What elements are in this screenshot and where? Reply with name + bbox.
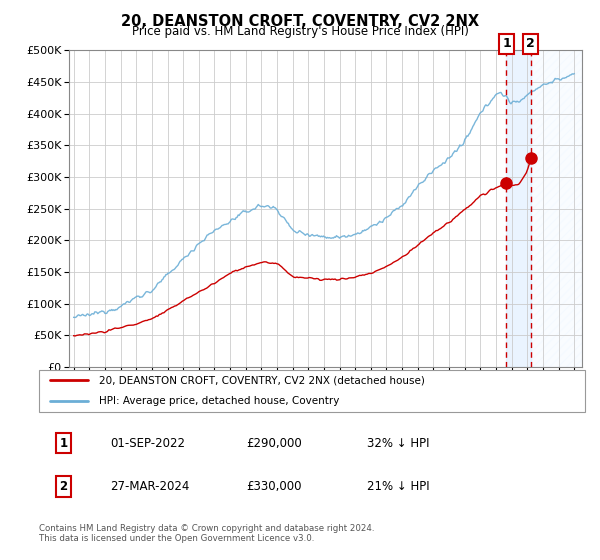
Bar	[531, 50, 582, 367]
Text: 1: 1	[502, 38, 511, 50]
Text: £290,000: £290,000	[247, 437, 302, 450]
Text: 32% ↓ HPI: 32% ↓ HPI	[367, 437, 429, 450]
Text: Price paid vs. HM Land Registry's House Price Index (HPI): Price paid vs. HM Land Registry's House …	[131, 25, 469, 38]
FancyBboxPatch shape	[39, 370, 585, 412]
Text: Contains HM Land Registry data © Crown copyright and database right 2024.
This d: Contains HM Land Registry data © Crown c…	[39, 524, 374, 543]
Text: 2: 2	[526, 38, 535, 50]
Text: 20, DEANSTON CROFT, COVENTRY, CV2 2NX (detached house): 20, DEANSTON CROFT, COVENTRY, CV2 2NX (d…	[99, 375, 425, 385]
Text: 2: 2	[59, 480, 68, 493]
Bar	[506, 50, 531, 367]
Text: 20, DEANSTON CROFT, COVENTRY, CV2 2NX: 20, DEANSTON CROFT, COVENTRY, CV2 2NX	[121, 14, 479, 29]
Text: £330,000: £330,000	[247, 480, 302, 493]
Text: 1: 1	[59, 437, 68, 450]
Text: HPI: Average price, detached house, Coventry: HPI: Average price, detached house, Cove…	[99, 396, 340, 406]
Text: 01-SEP-2022: 01-SEP-2022	[110, 437, 185, 450]
Text: 27-MAR-2024: 27-MAR-2024	[110, 480, 190, 493]
Text: 21% ↓ HPI: 21% ↓ HPI	[367, 480, 429, 493]
